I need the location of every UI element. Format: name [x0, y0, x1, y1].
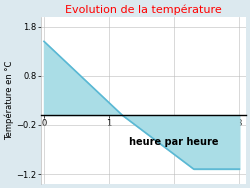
Text: heure par heure: heure par heure [130, 137, 219, 147]
Y-axis label: Température en °C: Température en °C [4, 61, 14, 140]
Title: Evolution de la température: Evolution de la température [65, 4, 222, 15]
